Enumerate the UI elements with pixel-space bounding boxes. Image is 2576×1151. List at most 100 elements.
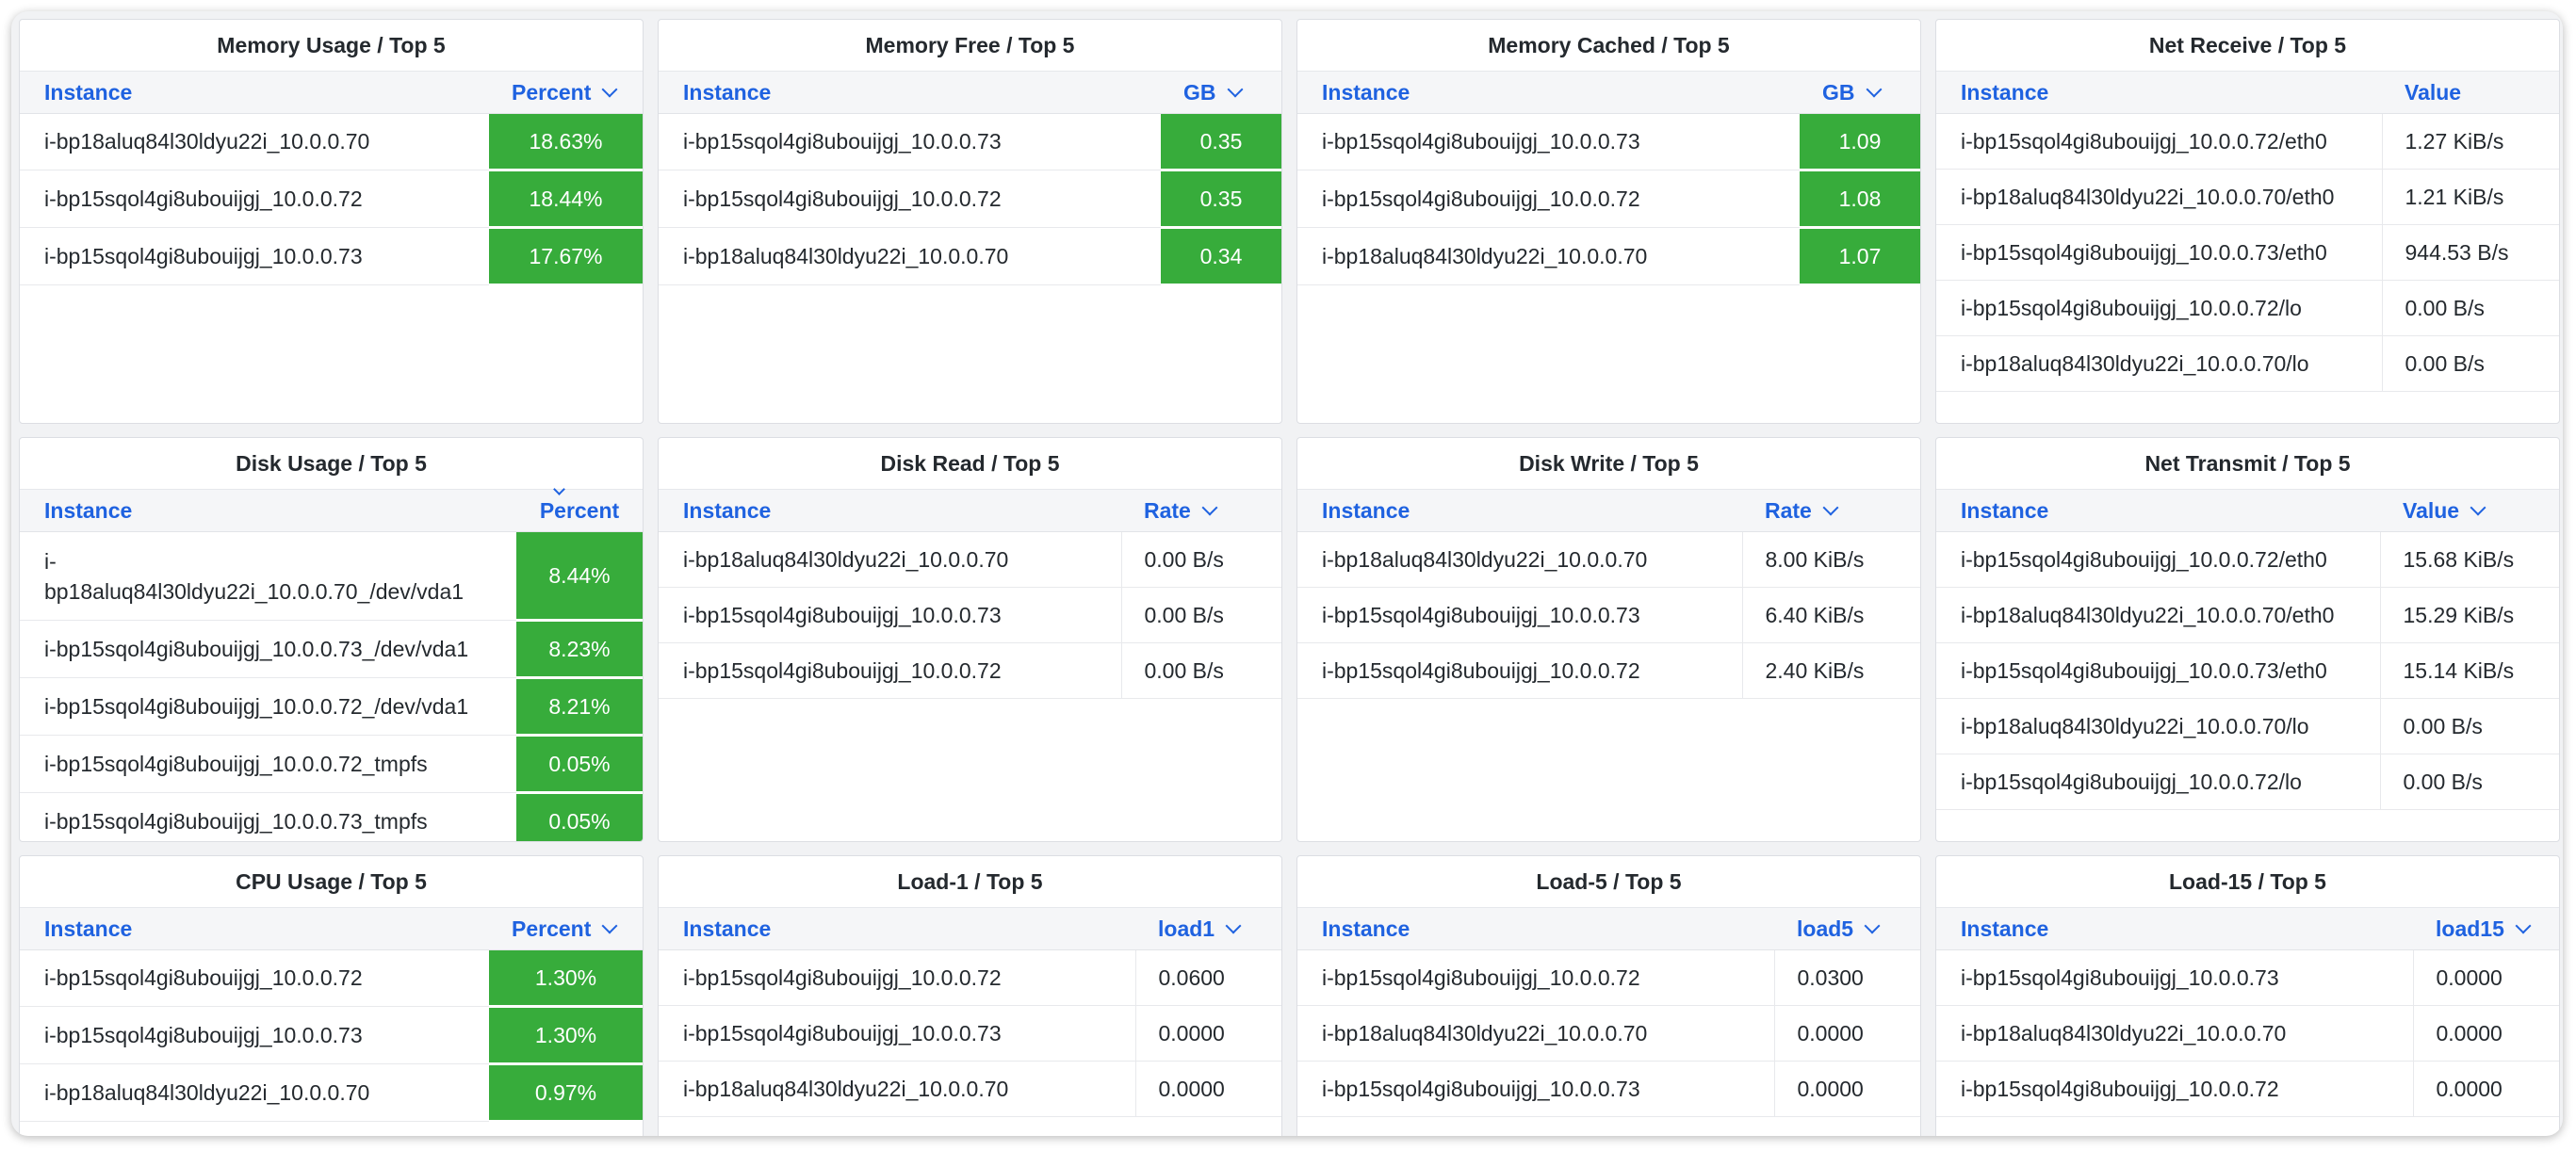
top5-table: Instance Rate i-bp18aluq84l30ldyu22i_10.0.… <box>1297 489 1920 699</box>
table-row: i-bp18aluq84l30ldyu22i_10.0.0.70/eth0 1.2… <box>1936 169 2559 225</box>
table-row: i-bp15sqol4gi8ubouijgj_10.0.0.73/eth0 15.… <box>1936 642 2559 699</box>
table-row: i-bp15sqol4gi8ubouijgj_10.0.0.72/eth0 15.… <box>1936 531 2559 588</box>
column-header-value[interactable]: Percent <box>516 483 643 532</box>
table-row: i-bp15sqol4gi8ubouijgj_10.0.0.73 6.40 KiB… <box>1297 587 1920 643</box>
panel-title[interactable]: Memory Usage / Top 5 <box>217 33 446 57</box>
chevron-down-icon <box>2470 499 2486 515</box>
column-header-value[interactable]: GB <box>1800 71 1920 114</box>
instance-cell: i-bp15sqol4gi8ubouijgj_10.0.0.72 <box>1936 1061 2413 1117</box>
value-cell: 1.27 KiB/s <box>2381 113 2559 170</box>
column-header-label: Percent <box>512 79 592 105</box>
value-cell: 0.0000 <box>1773 1061 1920 1117</box>
panel-title[interactable]: Memory Free / Top 5 <box>865 33 1075 57</box>
instance-cell: i-bp15sqol4gi8ubouijgj_10.0.0.73 <box>659 587 1121 643</box>
instance-cell: i-bp18aluq84l30ldyu22i_10.0.0.70_/dev/vd… <box>20 531 516 621</box>
value-cell: 8.23% <box>516 620 643 679</box>
column-header-value[interactable]: load15 <box>2413 907 2559 950</box>
top5-table: Instance Rate i-bp18aluq84l30ldyu22i_10.0.… <box>659 489 1281 699</box>
panel-title[interactable]: Net Transmit / Top 5 <box>2144 451 2351 476</box>
panel-title[interactable]: Disk Read / Top 5 <box>880 451 1060 476</box>
panel-title[interactable]: Load-5 / Top 5 <box>1536 869 1682 894</box>
panel-title[interactable]: Disk Write / Top 5 <box>1519 451 1699 476</box>
value-cell: 0.0000 <box>2412 1061 2559 1117</box>
column-header-value[interactable]: load1 <box>1135 907 1281 950</box>
dashboard-window: Memory Usage / Top 5 Instance Percent i-bp1… <box>11 11 2563 1136</box>
column-header-label: Instance <box>1322 79 1410 105</box>
table-row: i-bp15sqol4gi8ubouijgj_10.0.0.72/lo 0.00 … <box>1936 754 2559 810</box>
panel-title[interactable]: Load-1 / Top 5 <box>897 869 1043 894</box>
column-header-label: Rate <box>1765 497 1812 523</box>
value-cell: 15.29 KiB/s <box>2379 587 2559 643</box>
column-header-label: Percent <box>512 916 592 941</box>
table-row: i-bp18aluq84l30ldyu22i_10.0.0.70 18.63% <box>20 113 643 171</box>
value-cell: 1.21 KiB/s <box>2381 169 2559 225</box>
panel-disk-write-top-5: Disk Write / Top 5 Instance Rate i-bp18aluq… <box>1296 437 1921 842</box>
column-header-value[interactable]: GB <box>1161 71 1281 114</box>
chevron-down-icon <box>1866 81 1882 97</box>
column-header-value[interactable]: Rate <box>1121 489 1281 532</box>
table-row: i-bp15sqol4gi8ubouijgj_10.0.0.72 2.40 KiB… <box>1297 642 1920 699</box>
panel-title[interactable]: Net Receive / Top 5 <box>2148 33 2347 57</box>
column-header-value[interactable]: Rate <box>1742 489 1920 532</box>
column-header-value[interactable]: Percent <box>489 71 643 114</box>
column-header-instance[interactable]: Instance <box>20 907 489 950</box>
column-header-instance[interactable]: Instance <box>1297 489 1742 532</box>
column-header-value[interactable]: Percent <box>489 907 643 950</box>
value-cell: 1.08 <box>1800 170 1920 229</box>
panel-net-transmit-top-5: Net Transmit / Top 5 Instance Value i-bp15s… <box>1935 437 2560 842</box>
value-cell: 8.00 KiB/s <box>1741 531 1920 588</box>
value-cell: 0.0000 <box>1773 1005 1920 1062</box>
panel-title[interactable]: Load-15 / Top 5 <box>2169 869 2326 894</box>
instance-cell: i-bp15sqol4gi8ubouijgj_10.0.0.72 <box>20 170 489 228</box>
column-header-instance[interactable]: Instance <box>20 489 516 532</box>
top5-table: Instance GB i-bp15sqol4gi8ubouijgj_10.0.0.… <box>1297 71 1920 286</box>
column-header-instance[interactable]: Instance <box>1297 907 1774 950</box>
instance-cell: i-bp18aluq84l30ldyu22i_10.0.0.70 <box>659 1061 1135 1117</box>
panel-title[interactable]: CPU Usage / Top 5 <box>236 869 427 894</box>
table-row: i-bp15sqol4gi8ubouijgj_10.0.0.72_/dev/vd… <box>20 677 643 737</box>
instance-cell: i-bp15sqol4gi8ubouijgj_10.0.0.73 <box>659 113 1161 170</box>
chevron-down-icon <box>2515 917 2532 933</box>
value-cell: 15.14 KiB/s <box>2379 642 2559 699</box>
table-row: i-bp15sqol4gi8ubouijgj_10.0.0.72 0.35 <box>659 170 1281 229</box>
column-header-instance[interactable]: Instance <box>659 907 1135 950</box>
panel-title[interactable]: Memory Cached / Top 5 <box>1488 33 1730 57</box>
panel-memory-cached-top-5: Memory Cached / Top 5 Instance GB i-bp15sqo… <box>1296 19 1921 424</box>
table-row: i-bp15sqol4gi8ubouijgj_10.0.0.73_/dev/vd… <box>20 620 643 679</box>
instance-cell: i-bp15sqol4gi8ubouijgj_10.0.0.73/eth0 <box>1936 642 2380 699</box>
column-header-value[interactable]: Value <box>2382 71 2559 114</box>
column-header-instance[interactable]: Instance <box>1297 71 1800 114</box>
instance-cell: i-bp15sqol4gi8ubouijgj_10.0.0.72/lo <box>1936 280 2382 336</box>
value-cell: 0.00 B/s <box>2381 335 2559 392</box>
column-header-instance[interactable]: Instance <box>1936 71 2382 114</box>
table-row: i-bp15sqol4gi8ubouijgj_10.0.0.72 0.0300 <box>1297 949 1920 1006</box>
instance-cell: i-bp15sqol4gi8ubouijgj_10.0.0.73/eth0 <box>1936 224 2382 281</box>
value-cell: 0.05% <box>516 792 643 841</box>
column-header-label: Instance <box>44 497 133 523</box>
table-row: i-bp18aluq84l30ldyu22i_10.0.0.70/lo 0.00 … <box>1936 335 2559 392</box>
column-header-label: GB <box>1822 79 1855 105</box>
value-cell: 0.35 <box>1161 170 1281 229</box>
instance-cell: i-bp18aluq84l30ldyu22i_10.0.0.70/lo <box>1936 698 2380 754</box>
instance-cell: i-bp18aluq84l30ldyu22i_10.0.0.70/lo <box>1936 335 2382 392</box>
instance-cell: i-bp15sqol4gi8ubouijgj_10.0.0.73 <box>20 227 489 285</box>
instance-cell: i-bp15sqol4gi8ubouijgj_10.0.0.72 <box>659 949 1135 1006</box>
table-row: i-bp15sqol4gi8ubouijgj_10.0.0.73 1.30% <box>20 1006 643 1065</box>
value-cell: 0.00 B/s <box>1120 531 1281 588</box>
instance-cell: i-bp18aluq84l30ldyu22i_10.0.0.70 <box>659 531 1121 588</box>
column-header-instance[interactable]: Instance <box>1936 907 2413 950</box>
column-header-instance[interactable]: Instance <box>1936 489 2380 532</box>
instance-cell: i-bp18aluq84l30ldyu22i_10.0.0.70 <box>1297 1005 1774 1062</box>
column-header-instance[interactable]: Instance <box>659 71 1161 114</box>
instance-cell: i-bp15sqol4gi8ubouijgj_10.0.0.72 <box>1297 170 1800 228</box>
instance-cell: i-bp15sqol4gi8ubouijgj_10.0.0.72 <box>1297 642 1742 699</box>
column-header-instance[interactable]: Instance <box>20 71 489 114</box>
column-header-value[interactable]: Value <box>2380 489 2559 532</box>
column-header-label: Instance <box>683 79 772 105</box>
panel-title[interactable]: Disk Usage / Top 5 <box>236 451 427 476</box>
column-header-value[interactable]: load5 <box>1774 907 1920 950</box>
column-header-instance[interactable]: Instance <box>659 489 1121 532</box>
table-row: i-bp18aluq84l30ldyu22i_10.0.0.70_/dev/vd… <box>20 531 643 622</box>
value-cell: 1.07 <box>1800 227 1920 286</box>
table-row: i-bp18aluq84l30ldyu22i_10.0.0.70 0.0000 <box>659 1061 1281 1117</box>
